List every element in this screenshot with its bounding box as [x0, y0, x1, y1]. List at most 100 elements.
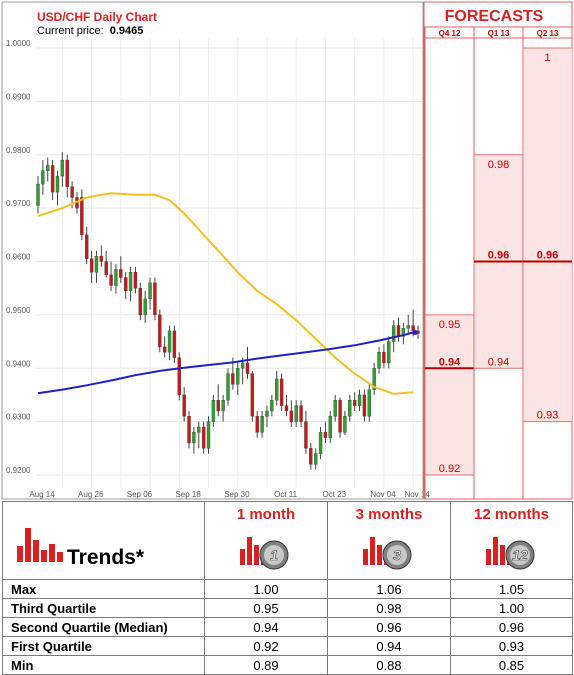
forecast-range — [426, 315, 474, 475]
candle-body — [207, 422, 210, 449]
cell-value: 0.88 — [328, 656, 451, 675]
candle-body — [275, 379, 278, 400]
candle-body — [290, 411, 293, 422]
candle-body — [71, 187, 74, 198]
candle-body — [90, 259, 93, 272]
candle-body — [144, 299, 147, 315]
candle-body — [41, 171, 44, 184]
candle-body — [348, 400, 351, 416]
badge-bar — [370, 537, 375, 565]
candle-body — [100, 256, 103, 261]
y-tick-label: 0.9200 — [6, 466, 31, 475]
badge-bar — [247, 537, 252, 565]
current-price-value: 0.9465 — [110, 25, 144, 37]
x-tick-label: Aug 26 — [78, 490, 104, 499]
badge-bar — [493, 537, 498, 565]
x-tick-label: Oct 23 — [323, 490, 347, 499]
forecast-median-label: 0.96 — [537, 250, 558, 262]
candle-body — [236, 368, 239, 384]
candle-body — [378, 352, 381, 368]
candle-body — [95, 256, 98, 272]
y-axis-ticks: 1.0000 0.9900 0.9800 0.9700 0.9600 0.9500 0.94… — [6, 39, 31, 475]
badge-number: 1 — [270, 547, 278, 563]
table-row: Second Quartile (Median) 0.94 0.96 0.96 — [3, 618, 573, 637]
badge-bar — [377, 545, 382, 565]
candle-body — [314, 454, 317, 465]
trend-col-title: 3 months — [328, 506, 450, 523]
candle-body — [85, 235, 88, 259]
number-badge-icon: 1 — [238, 527, 294, 571]
y-tick-label: 1.0000 — [6, 39, 31, 48]
candle-body — [363, 395, 366, 416]
trend-col-title: 1 month — [205, 506, 327, 523]
row-label: Second Quartile (Median) — [3, 618, 205, 637]
forecast-median-label: 0.94 — [439, 356, 461, 368]
forecast-range — [524, 48, 572, 422]
trends-label: Trends* — [67, 546, 144, 570]
badge-number: 3 — [393, 547, 401, 563]
candle-body — [110, 275, 113, 286]
cell-value: 0.94 — [328, 637, 451, 656]
plot-frame — [2, 2, 423, 499]
x-tick-label: Sep 18 — [175, 490, 201, 499]
cell-value: 0.89 — [205, 656, 328, 675]
candle-body — [105, 262, 108, 275]
candle-body — [124, 278, 127, 291]
cell-value: 0.85 — [451, 656, 573, 675]
forecasts-title: FORECASTS — [445, 8, 544, 25]
candle-body — [158, 315, 161, 347]
forecast-min-label: 0.94 — [488, 356, 509, 368]
x-tick-label: Nov 14 — [404, 490, 430, 499]
candle-body — [353, 400, 356, 405]
candle-body — [129, 272, 132, 291]
candle-body — [412, 326, 415, 331]
cell-value: 0.95 — [205, 599, 328, 618]
candle-body — [222, 400, 225, 411]
candle-body — [304, 422, 307, 449]
candle-body — [197, 427, 200, 432]
candle-body — [202, 427, 205, 448]
candle-body — [387, 342, 390, 363]
candle-body — [334, 400, 337, 416]
forecast-min-label: 0.93 — [537, 410, 558, 422]
forecast-median-label: 0.96 — [488, 250, 509, 262]
candle-body — [217, 400, 220, 411]
cell-value: 0.93 — [451, 637, 573, 656]
candle-body — [407, 326, 410, 329]
candle-body — [300, 406, 303, 422]
candle-body — [329, 416, 332, 437]
cell-value: 0.94 — [205, 618, 328, 637]
x-tick-label: Aug 14 — [29, 490, 55, 499]
badge-bar — [486, 549, 491, 565]
y-tick-label: 0.9600 — [6, 253, 31, 262]
candle-body — [66, 160, 69, 187]
y-tick-label: 0.9300 — [6, 413, 31, 422]
row-label: Max — [3, 580, 205, 599]
candle-body — [56, 176, 59, 192]
table-row: First Quartile 0.92 0.94 0.93 — [3, 637, 573, 656]
trend-col-1m: 1 month 1 — [205, 502, 328, 580]
cell-value: 0.92 — [205, 637, 328, 656]
candle-body — [397, 326, 400, 337]
candle-body — [319, 432, 322, 453]
trend-col-title: 12 months — [451, 506, 572, 523]
candle-body — [295, 406, 298, 422]
candle-body — [149, 283, 152, 299]
row-label: Min — [3, 656, 205, 675]
cell-value: 0.96 — [328, 618, 451, 637]
candle-body — [246, 363, 249, 374]
cell-value: 1.06 — [328, 580, 451, 599]
current-price-marker — [413, 330, 418, 335]
badge-bar — [240, 549, 245, 565]
candle-body — [261, 416, 264, 432]
candle-body — [392, 326, 395, 342]
candle-body — [51, 165, 54, 192]
current-price: Current price: 0.9465 — [37, 25, 143, 37]
badge-number: 12 — [512, 547, 528, 563]
cell-value: 0.96 — [451, 618, 573, 637]
candle-body — [280, 379, 283, 406]
candle-body — [173, 331, 176, 358]
y-tick-label: 0.9900 — [6, 92, 31, 101]
cell-value: 1.05 — [451, 580, 573, 599]
candle-body — [119, 270, 122, 278]
